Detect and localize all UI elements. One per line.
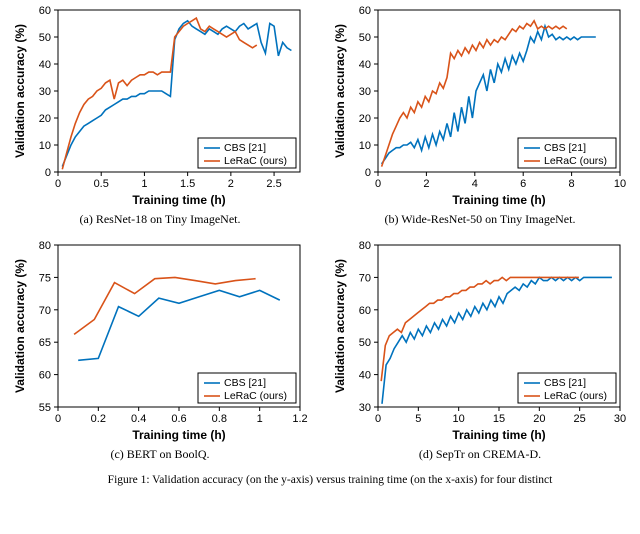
svg-text:40: 40: [359, 370, 371, 382]
svg-text:10: 10: [614, 178, 626, 190]
caption-b: (b) Wide-ResNet-50 on Tiny ImageNet.: [385, 212, 576, 227]
svg-text:LeRaC (ours): LeRaC (ours): [544, 390, 607, 402]
svg-text:60: 60: [39, 5, 51, 17]
chart-c: 0 0.2 0.4 0.6 0.8 1 1.2 55 60 65 70 75 80 Training ti…: [10, 235, 310, 445]
chart-a: 0 0.5 1 1.5 2 2.5 0 10 20 30 40 50 60 Training time (…: [10, 0, 310, 210]
svg-text:8: 8: [569, 178, 575, 190]
svg-text:6: 6: [520, 178, 526, 190]
svg-text:75: 75: [39, 272, 51, 284]
svg-text:1.5: 1.5: [180, 178, 195, 190]
svg-text:10: 10: [39, 140, 51, 152]
svg-text:Validation accuracy (%): Validation accuracy (%): [333, 24, 347, 158]
caption-a: (a) ResNet-18 on Tiny ImageNet.: [80, 212, 241, 227]
svg-text:LeRaC (ours): LeRaC (ours): [544, 155, 607, 167]
svg-text:55: 55: [39, 402, 51, 414]
svg-text:4: 4: [472, 178, 478, 190]
svg-text:60: 60: [39, 370, 51, 382]
svg-text:1: 1: [257, 413, 263, 425]
svg-text:10: 10: [453, 413, 465, 425]
svg-text:20: 20: [39, 113, 51, 125]
svg-text:2.5: 2.5: [266, 178, 281, 190]
svg-text:LeRaC (ours): LeRaC (ours): [224, 155, 287, 167]
svg-text:Training time (h): Training time (h): [132, 428, 225, 442]
svg-text:20: 20: [533, 413, 545, 425]
svg-text:Validation accuracy (%): Validation accuracy (%): [333, 259, 347, 393]
svg-text:60: 60: [359, 5, 371, 17]
svg-text:CBS [21]: CBS [21]: [224, 142, 266, 154]
svg-text:2: 2: [423, 178, 429, 190]
svg-text:0: 0: [55, 413, 61, 425]
panel-a: 0 0.5 1 1.5 2 2.5 0 10 20 30 40 50 60 Training time (…: [0, 0, 320, 235]
svg-text:5: 5: [415, 413, 421, 425]
figure-caption: Figure 1: Validation accuracy (on the y-…: [0, 470, 640, 486]
svg-text:CBS [21]: CBS [21]: [224, 377, 266, 389]
svg-text:0.2: 0.2: [91, 413, 106, 425]
svg-text:60: 60: [359, 305, 371, 317]
svg-text:50: 50: [359, 337, 371, 349]
svg-text:30: 30: [614, 413, 626, 425]
svg-text:70: 70: [359, 272, 371, 284]
svg-text:2: 2: [228, 178, 234, 190]
svg-text:Training time (h): Training time (h): [452, 193, 545, 207]
svg-text:Validation accuracy (%): Validation accuracy (%): [13, 24, 27, 158]
caption-d: (d) SepTr on CREMA-D.: [419, 447, 541, 462]
svg-text:LeRaC (ours): LeRaC (ours): [224, 390, 287, 402]
svg-text:0.8: 0.8: [212, 413, 227, 425]
svg-text:25: 25: [574, 413, 586, 425]
panel-b: 0 2 4 6 8 10 0 10 20 30 40 50 60 Training time (h) Val…: [320, 0, 640, 235]
svg-text:0: 0: [365, 167, 371, 179]
svg-text:20: 20: [359, 113, 371, 125]
svg-text:30: 30: [39, 86, 51, 98]
svg-text:50: 50: [39, 32, 51, 44]
svg-text:80: 80: [359, 240, 371, 252]
svg-text:0.4: 0.4: [131, 413, 146, 425]
panel-c: 0 0.2 0.4 0.6 0.8 1 1.2 55 60 65 70 75 80 Training ti…: [0, 235, 320, 470]
svg-text:0.6: 0.6: [171, 413, 186, 425]
panel-d: 0 5 10 15 20 25 30 30 40 50 60 70 80 Training time (h…: [320, 235, 640, 470]
svg-text:1.2: 1.2: [292, 413, 307, 425]
svg-text:1: 1: [141, 178, 147, 190]
svg-text:Validation accuracy (%): Validation accuracy (%): [13, 259, 27, 393]
svg-text:40: 40: [39, 59, 51, 71]
svg-text:65: 65: [39, 337, 51, 349]
svg-text:30: 30: [359, 86, 371, 98]
svg-text:0: 0: [45, 167, 51, 179]
chart-b: 0 2 4 6 8 10 0 10 20 30 40 50 60 Training time (h) Val…: [330, 0, 630, 210]
svg-text:15: 15: [493, 413, 505, 425]
svg-text:Training time (h): Training time (h): [452, 428, 545, 442]
svg-text:70: 70: [39, 305, 51, 317]
svg-text:10: 10: [359, 140, 371, 152]
svg-text:0: 0: [375, 178, 381, 190]
svg-text:CBS [21]: CBS [21]: [544, 142, 586, 154]
svg-text:80: 80: [39, 240, 51, 252]
svg-text:CBS [21]: CBS [21]: [544, 377, 586, 389]
svg-text:30: 30: [359, 402, 371, 414]
svg-text:0.5: 0.5: [94, 178, 109, 190]
svg-text:0: 0: [55, 178, 61, 190]
svg-text:50: 50: [359, 32, 371, 44]
caption-c: (c) BERT on BoolQ.: [110, 447, 209, 462]
svg-text:40: 40: [359, 59, 371, 71]
svg-text:Training time (h): Training time (h): [132, 193, 225, 207]
svg-text:0: 0: [375, 413, 381, 425]
chart-d: 0 5 10 15 20 25 30 30 40 50 60 70 80 Training time (h…: [330, 235, 630, 445]
